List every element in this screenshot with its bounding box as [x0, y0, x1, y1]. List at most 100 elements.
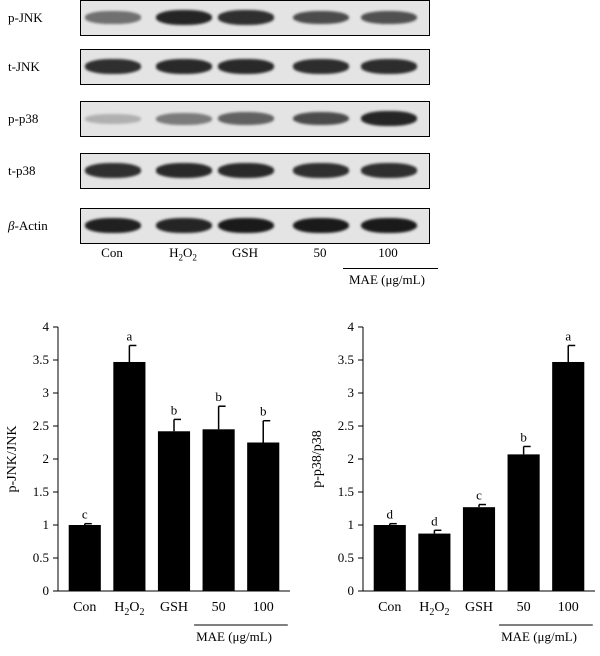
blot-band — [361, 59, 417, 74]
blot-band — [85, 59, 141, 74]
y-tick-label: 0 — [43, 583, 50, 598]
blot-lane-label: 100 — [378, 245, 398, 260]
bar — [157, 431, 191, 591]
blot-band — [218, 10, 274, 25]
bar — [247, 442, 280, 591]
y-axis-label: p-p38/p38 — [310, 430, 325, 488]
significance-letter: d — [431, 513, 438, 528]
blot-band — [361, 10, 417, 25]
x-tick-label-part: 2 — [429, 607, 434, 618]
blot-band — [293, 59, 349, 74]
blot-band — [85, 163, 141, 178]
blot-treatment-line — [343, 268, 438, 269]
blot-band — [293, 10, 349, 25]
y-tick-label: 1 — [348, 517, 355, 532]
blot-band — [361, 163, 417, 178]
x-tick-label: GSH — [160, 600, 188, 615]
bar — [462, 507, 496, 591]
bar — [418, 533, 451, 591]
blot-band — [293, 217, 349, 234]
blot-band — [293, 111, 349, 126]
bar — [552, 361, 585, 591]
blot-lane-label: GSH — [231, 245, 258, 260]
y-tick-label: 3.5 — [33, 352, 49, 367]
x-tick-label: 50 — [212, 600, 226, 615]
blot-strip — [80, 208, 430, 244]
blot-row-label: t-JNK — [8, 59, 40, 74]
blot-treatment-label: MAE (μg/mL) — [349, 272, 425, 287]
blot-band — [85, 113, 141, 124]
y-tick-label: 0.5 — [338, 550, 354, 565]
blot-strip — [80, 49, 430, 85]
x-tick-label: H2O2 — [419, 600, 449, 618]
y-tick-label: 2 — [348, 451, 355, 466]
y-tick-label: 3.5 — [338, 352, 354, 367]
significance-letter: b — [171, 402, 178, 417]
x-tick-label-part: 2 — [124, 607, 129, 618]
blot-band — [218, 217, 274, 234]
x-tick-label-part: H — [419, 600, 429, 615]
y-tick-label: 0.5 — [33, 550, 49, 565]
blot-lane-label: Con — [101, 245, 123, 260]
blot-lane-label: 50 — [313, 245, 327, 260]
y-tick-label: 1.5 — [33, 484, 49, 499]
bar — [373, 525, 406, 591]
bar — [507, 454, 540, 591]
x-tick-label-part: H — [114, 600, 124, 615]
blot-band — [156, 58, 212, 74]
blot-row-label: p-JNK — [8, 10, 43, 25]
y-tick-label: 1 — [43, 517, 50, 532]
significance-letter: a — [126, 328, 132, 343]
blot-band — [361, 110, 417, 127]
y-tick-label: 3 — [43, 385, 50, 400]
blot-lane-label: H2O2 — [169, 245, 197, 263]
chart-p-p38: 00.511.522.533.54p-p38/p38dCondH2O2cGSHb… — [310, 319, 595, 644]
x-tick-label: 100 — [558, 600, 579, 615]
group-label: MAE (μg/mL) — [196, 629, 272, 644]
blot-band — [218, 112, 274, 125]
x-tick-label-part: 2 — [140, 607, 145, 618]
bar — [202, 429, 235, 591]
x-tick-label: Con — [73, 600, 96, 615]
blot-strip — [80, 101, 430, 137]
y-tick-label: 0 — [348, 583, 355, 598]
bar — [68, 525, 101, 591]
blot-strip — [80, 153, 430, 189]
y-tick-label: 3 — [348, 385, 355, 400]
x-tick-label: H2O2 — [114, 600, 144, 618]
x-tick-label-part: O — [129, 600, 139, 615]
y-tick-label: 1.5 — [338, 484, 354, 499]
blot-band — [85, 11, 141, 24]
significance-letter: c — [82, 507, 88, 522]
significance-letter: a — [565, 328, 571, 343]
blot-row-label: β-Actin — [8, 218, 48, 233]
x-tick-label-part: 2 — [445, 607, 450, 618]
y-tick-label: 4 — [43, 319, 50, 334]
bar — [113, 361, 146, 591]
blot-band — [156, 9, 212, 26]
significance-letter: d — [387, 507, 394, 522]
significance-letter: b — [260, 404, 267, 419]
blot-band — [156, 217, 212, 234]
x-tick-label: GSH — [465, 600, 493, 615]
group-label: MAE (μg/mL) — [501, 629, 577, 644]
y-tick-label: 2.5 — [338, 418, 354, 433]
blot-band — [218, 162, 274, 178]
blot-row-label: t-p38 — [8, 163, 36, 178]
blot-band — [218, 58, 274, 74]
significance-letter: c — [476, 488, 482, 503]
x-tick-label: 50 — [517, 600, 531, 615]
y-tick-label: 4 — [348, 319, 355, 334]
blot-strip — [80, 0, 430, 36]
x-tick-label: 100 — [253, 600, 274, 615]
x-tick-label-part: O — [434, 600, 444, 615]
significance-letter: b — [215, 389, 222, 404]
blot-row-label: p-p38 — [8, 111, 39, 126]
blot-band — [156, 162, 212, 178]
chart-p-jnk: 00.511.522.533.54p-JNK/JNKcConaH2O2bGSHb… — [5, 319, 290, 644]
blot-band — [156, 112, 212, 125]
x-tick-label: Con — [378, 600, 401, 615]
y-axis-label: p-JNK/JNK — [5, 426, 20, 493]
y-tick-label: 2 — [43, 451, 50, 466]
y-tick-label: 2.5 — [33, 418, 49, 433]
